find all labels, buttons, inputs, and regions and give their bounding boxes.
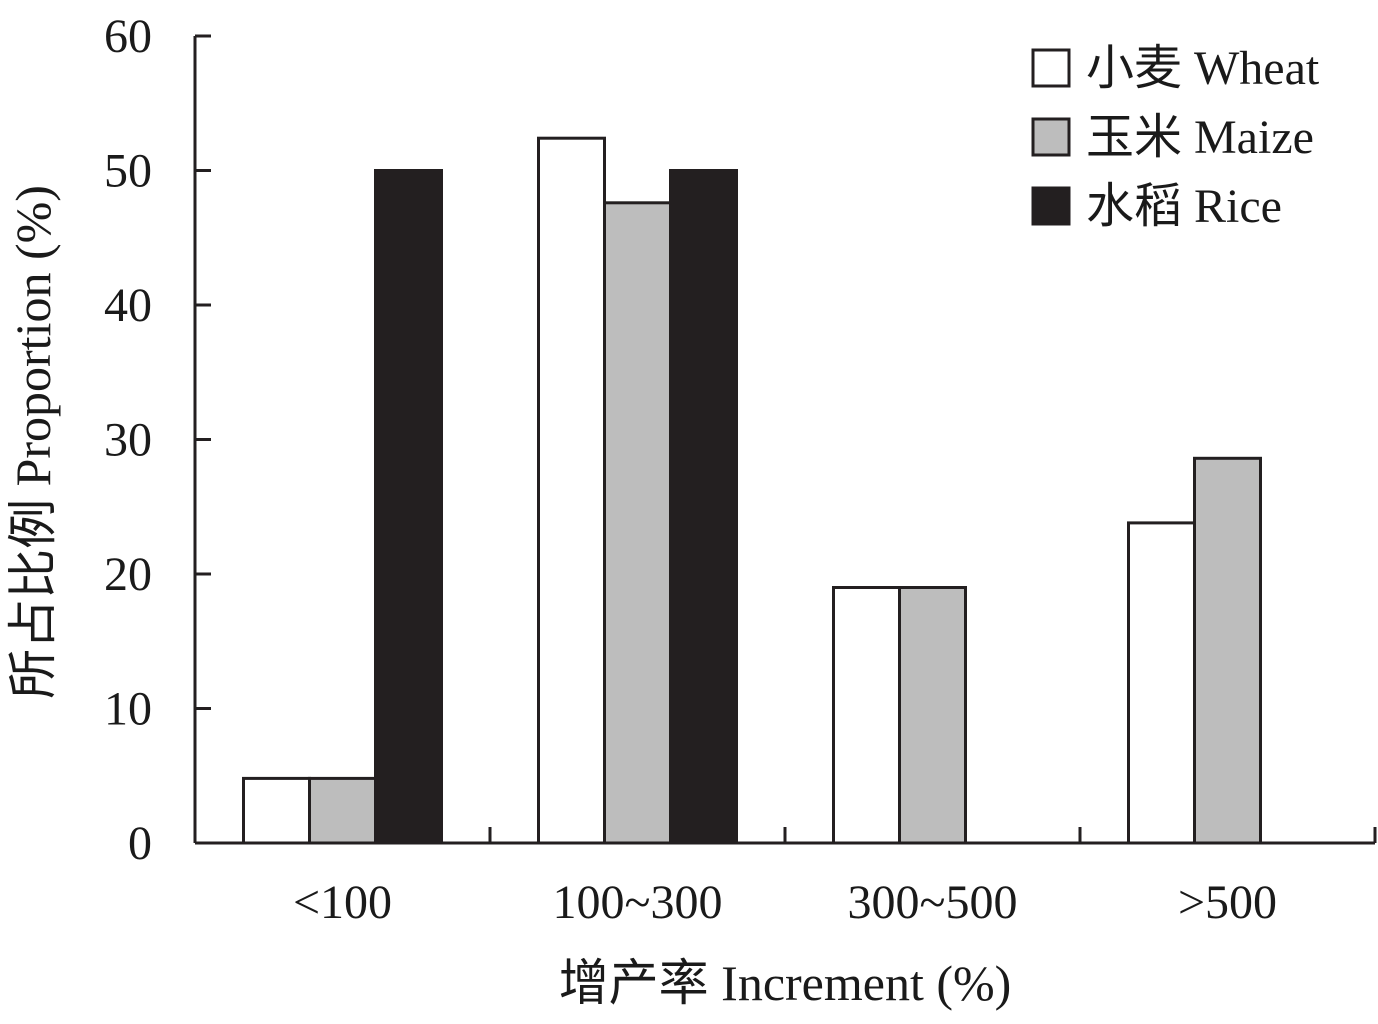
legend-swatch xyxy=(1031,186,1071,226)
y-tick-label: 60 xyxy=(104,10,152,63)
bars-group xyxy=(242,136,1262,845)
y-axis-title: 所占比例 Proportion (%) xyxy=(5,185,61,699)
legend-label: 小麦 Wheat xyxy=(1086,42,1320,95)
y-tick-label: 20 xyxy=(104,548,152,601)
x-ticks-group: <100 100~300 300~500 >500 xyxy=(293,827,1377,929)
y-tick-label: 10 xyxy=(104,683,152,736)
legend-label: 玉米 Maize xyxy=(1086,111,1314,164)
legend-swatch xyxy=(1031,117,1071,157)
bar xyxy=(537,136,606,845)
bar xyxy=(603,201,672,845)
x-axis-title: 增产率 Increment (%) xyxy=(559,955,1012,1011)
bar xyxy=(308,776,377,845)
bar xyxy=(374,169,443,845)
y-ticks-group: 0 10 20 30 40 50 60 xyxy=(104,10,211,870)
bar xyxy=(898,586,967,845)
x-tick-label: 300~500 xyxy=(848,876,1018,929)
bar xyxy=(242,776,311,845)
legend-label: 水稻 Rice xyxy=(1086,180,1282,233)
bar xyxy=(669,169,738,845)
bar xyxy=(1127,521,1196,845)
bar xyxy=(1193,456,1262,845)
legend-swatch xyxy=(1031,48,1071,88)
x-tick-label: >500 xyxy=(1178,876,1277,929)
y-tick-label: 30 xyxy=(104,414,152,467)
x-tick-label: <100 xyxy=(293,876,392,929)
legend: 小麦 Wheat 玉米 Maize 水稻 Rice xyxy=(1031,42,1320,233)
bar xyxy=(832,586,901,845)
y-tick-label: 40 xyxy=(104,279,152,332)
x-tick-label: 100~300 xyxy=(553,876,723,929)
y-tick-label: 0 xyxy=(128,817,152,870)
y-tick-label: 50 xyxy=(104,145,152,198)
